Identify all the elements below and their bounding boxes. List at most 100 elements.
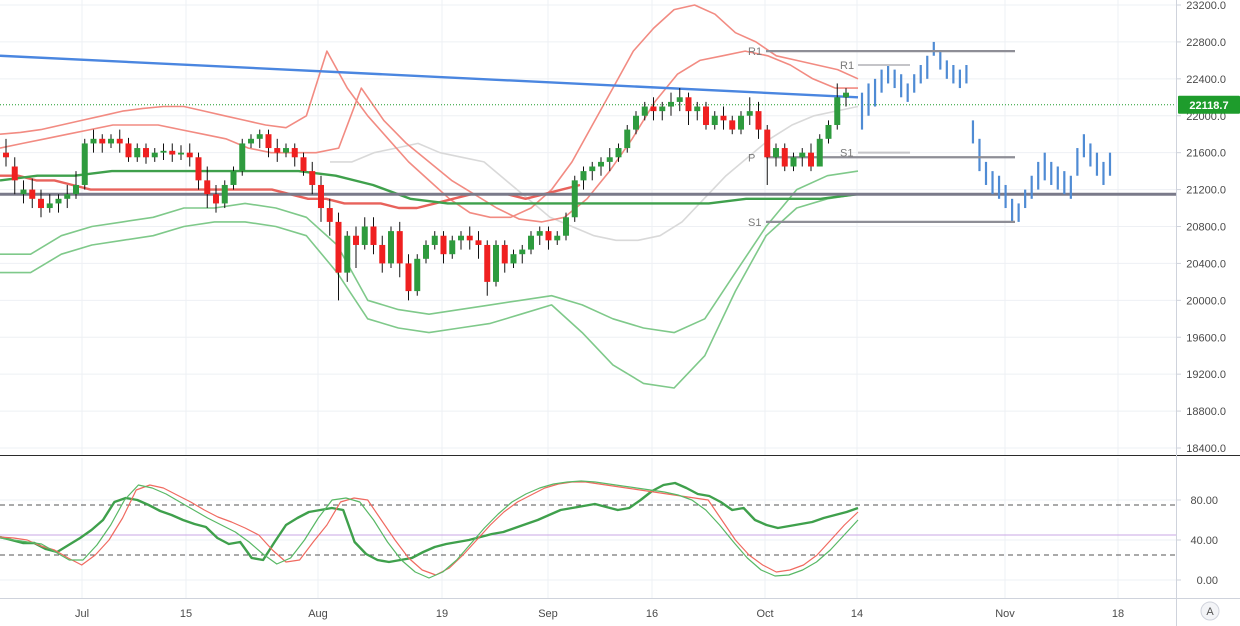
candle-body <box>178 152 184 155</box>
price-tick-label: 21600.0 <box>1186 148 1226 160</box>
candle-body <box>55 198 62 204</box>
auto-scale-circle[interactable] <box>1200 601 1220 621</box>
candle-body <box>449 240 456 255</box>
candle-body <box>825 124 832 139</box>
candle-body <box>501 244 508 264</box>
candle-body <box>3 152 9 158</box>
candle-body <box>720 115 727 121</box>
candle-body <box>650 106 657 112</box>
osc-tick-label: 0.00 <box>1197 575 1218 587</box>
candle-body <box>799 152 806 158</box>
candle-body <box>580 171 587 181</box>
candle-body <box>283 148 289 153</box>
candle-body <box>388 231 394 264</box>
candle-body <box>484 244 491 282</box>
candle-body <box>423 244 429 259</box>
candle-body <box>186 152 193 158</box>
price-tick-label: 20800.0 <box>1186 222 1226 234</box>
candle-body <box>344 235 351 273</box>
candle-body <box>230 171 237 185</box>
price-tick-label: 19200.0 <box>1186 369 1226 381</box>
candle-body <box>265 134 272 149</box>
candle-body <box>528 235 534 250</box>
candle-body <box>108 138 114 144</box>
candle-body <box>466 235 473 241</box>
candle-body <box>563 217 569 236</box>
candle-body <box>99 138 106 144</box>
candle-body <box>510 254 517 264</box>
candle-body <box>151 152 158 158</box>
candle-body <box>440 235 447 255</box>
projection-bars <box>860 41 1112 222</box>
pivot-s1-left-label: S1 <box>748 217 761 229</box>
candle-body <box>414 258 421 292</box>
candle-body <box>711 115 718 125</box>
candle-body <box>606 157 613 162</box>
candle-body <box>370 226 377 245</box>
candle-body <box>729 120 736 130</box>
price-tick-label: 18400.0 <box>1186 443 1226 455</box>
osc-tick-label: 80.00 <box>1190 495 1218 507</box>
candle-body <box>90 138 97 144</box>
oscillator-axis: 80.00 40.00 0.00 <box>1176 495 1218 587</box>
candle-body <box>160 150 167 153</box>
candle-body <box>335 221 342 273</box>
time-tick-label: Jul <box>75 608 89 620</box>
candle-body <box>169 150 176 155</box>
candle-body <box>536 231 543 236</box>
osc-tick-label: 40.00 <box>1190 535 1218 547</box>
osc-series-line <box>0 481 859 576</box>
price-tick-label: 20000.0 <box>1186 295 1226 307</box>
candle-body <box>239 143 246 172</box>
pivot-s1-right-label: S1 <box>840 148 853 160</box>
time-tick-label: Aug <box>308 608 328 620</box>
osc-series-line <box>0 480 859 579</box>
candle-body <box>379 244 386 264</box>
candle-body <box>781 148 788 167</box>
candle-body <box>195 157 202 181</box>
candle-body <box>571 180 578 218</box>
trendline <box>0 54 859 99</box>
candle-body <box>116 138 123 144</box>
candle-body <box>738 115 744 130</box>
time-tick-label: Oct <box>756 608 773 620</box>
upper-band-inner <box>0 50 858 223</box>
candle-body <box>125 143 132 158</box>
candle-body <box>221 184 228 204</box>
candle-body <box>764 129 771 158</box>
candle-body <box>773 148 779 158</box>
candle-body <box>361 226 368 245</box>
price-tick-label: 18800.0 <box>1186 406 1226 418</box>
candle-body <box>134 148 141 158</box>
upper-band-outer <box>0 4 859 219</box>
candle-body <box>545 231 552 241</box>
time-tick-label: 19 <box>436 608 448 620</box>
price-tick-label: 22800.0 <box>1186 37 1226 49</box>
candle-body <box>274 148 281 153</box>
candle-body <box>808 152 814 167</box>
time-axis: Jul 15 Aug 19 Sep 16 Oct 14 Nov 18 <box>75 608 1124 620</box>
pivot-lines: R1 P S1 R1 S1 <box>748 46 1015 229</box>
candle-body <box>615 148 622 158</box>
candle-body <box>458 235 464 241</box>
candle-body <box>519 249 526 255</box>
last-price-value: 22118.7 <box>1189 100 1228 112</box>
time-tick-label: 18 <box>1112 608 1124 620</box>
candle-body <box>248 138 254 144</box>
lower-band-inner <box>0 170 859 334</box>
oscillator-lines <box>0 480 859 579</box>
osc-series-line <box>0 481 859 564</box>
candle-body <box>46 203 53 209</box>
candle-body <box>598 161 604 167</box>
auto-scale-label[interactable]: A <box>1206 606 1214 618</box>
candle-body <box>685 97 692 112</box>
auto-scale-button[interactable]: A <box>1200 601 1220 621</box>
candles <box>3 83 849 301</box>
main-plot-background <box>0 0 1176 455</box>
candle-body <box>554 235 561 241</box>
candle-body <box>589 166 596 172</box>
candle-body <box>309 171 316 185</box>
candle-body <box>624 129 631 149</box>
pivot-r1-right-label: R1 <box>840 60 854 72</box>
